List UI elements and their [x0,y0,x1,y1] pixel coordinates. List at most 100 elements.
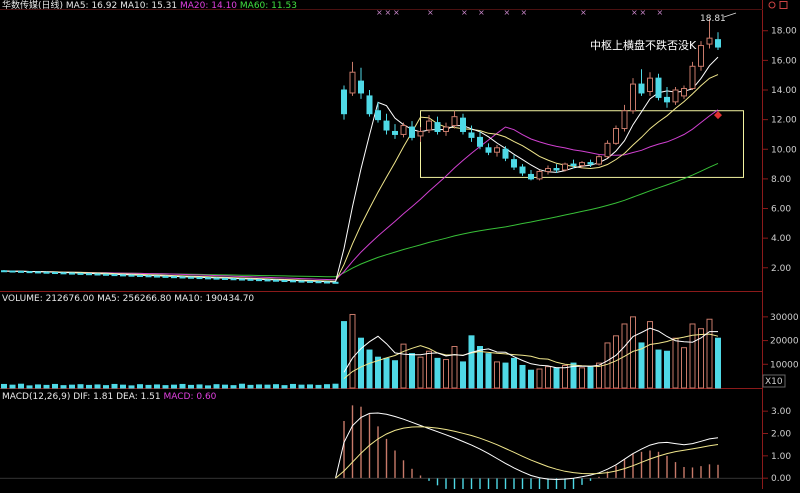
legend-item: DEA: 1.51 [116,392,163,402]
candle-body [443,126,449,132]
price-tick-label: 2.00 [771,264,791,274]
candlestick-series [1,18,721,284]
volume-bar [349,313,356,389]
candle-body [35,271,41,274]
price-legend: 华数传媒(日线) MA5: 16.92 MA10: 15.31 MA20: 14… [2,0,297,11]
candle-body [273,279,279,282]
volume-bar [638,342,645,389]
volume-bar [341,321,347,389]
signal-x-marker: × [376,8,383,17]
price-axis: 18.00 16.00 14.00 12.00 10.00 8.00 6.00 4.00 2.0… [763,27,797,274]
volume-bar [519,364,526,389]
volume-bar [120,384,126,389]
macd-tick-label: 2.00 [771,430,791,440]
signal-x-marker: × [631,8,638,17]
candle-body [375,110,381,121]
volume-bar [239,383,245,389]
volume-bar [69,384,75,389]
volume-bar [128,385,135,389]
volume-bar [494,361,500,389]
volume-bar [315,384,322,389]
candle-body [60,272,67,275]
candle-body [1,270,7,273]
macd-histogram [0,405,762,493]
volume-bar [366,349,373,389]
ma10-line [3,74,719,282]
legend-item: MA60: 11.53 [240,1,297,11]
volume-bar [375,356,381,389]
volume-bar [43,384,50,389]
candle-body [341,89,347,115]
volume-tick-label: 10000 [770,360,799,370]
volume-bar [511,357,517,389]
volume-bar [94,384,101,389]
volume-bar [553,367,560,389]
candle-body [315,281,322,284]
candle-body [511,159,517,168]
macd-tick-label: 1.00 [771,452,791,462]
volume-bar [477,346,483,389]
volume-bar [383,357,390,389]
volume-tick-label: 20000 [770,337,799,347]
candle-body [128,274,135,277]
consolidation-box [420,110,744,178]
volume-bar [171,384,177,389]
volume-bar [77,384,84,389]
candle-body [630,83,636,112]
volume-bar [196,384,203,389]
candle-body [52,272,58,275]
candle-body [18,270,24,273]
candle-body [468,132,475,138]
price-tick-label: 4.00 [771,234,791,244]
legend-item: MA5: 16.92 [66,1,120,11]
candle-body [213,277,220,280]
window-option-icon[interactable] [768,1,776,9]
candle-body [400,125,407,135]
signal-x-marker: × [504,8,511,17]
volume-bar [570,362,577,389]
signal-x-marker: × [478,8,485,17]
volume-bar [205,385,211,389]
volume-bar [706,318,713,389]
dif-line [335,412,719,481]
price-tick-label: 16.00 [771,56,797,66]
candle-body [205,277,211,280]
volume-bar [545,366,551,389]
dea-line [335,426,719,479]
candle-body [247,278,254,281]
candle-body [281,280,288,283]
candle-body [26,271,33,274]
candle-body [638,83,645,94]
candle-body [43,271,50,274]
volume-bar [213,384,220,389]
volume-bar [460,361,466,389]
candle-body [196,277,203,280]
volume-bar [247,384,254,389]
volume-bar [86,384,92,389]
macd-lines [335,412,719,481]
volume-bar [307,384,313,389]
candle-body [383,120,390,131]
legend-item: MA10: 15.31 [120,1,180,11]
candle-body [596,156,602,165]
candle-body [230,278,237,281]
candle-body [69,272,75,275]
volume-ma10-line [343,333,719,379]
window-maximize-icon[interactable] [779,1,788,9]
signal-markers: × × × × × × × × × × × × [376,8,722,120]
volume-bar [417,356,424,389]
signal-x-marker: × [580,8,587,17]
volume-bar [502,362,509,389]
signal-x-marker: × [461,8,468,17]
volume-bar [596,362,602,389]
volume-bar [264,384,271,389]
candle-body [613,128,619,144]
candle-body [264,279,271,282]
candle-body [681,88,687,97]
candle-body [672,89,679,103]
price-tick-label: 8.00 [771,175,791,185]
volume-bar [256,384,262,389]
candle-body [171,276,177,279]
volume-bar [715,337,721,389]
legend-item: VOLUME: 212676.00 [2,294,97,304]
